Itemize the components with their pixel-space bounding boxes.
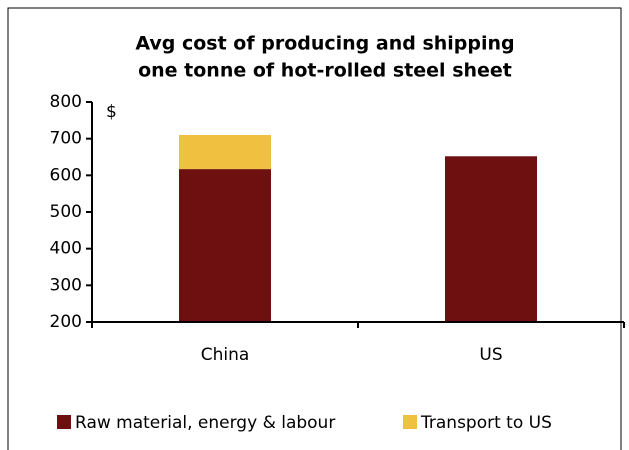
legend-swatch	[57, 415, 71, 429]
y-tick-label: 200	[50, 312, 82, 332]
legend-swatch	[403, 415, 417, 429]
y-tick-label: 500	[50, 202, 82, 222]
y-unit: $	[106, 102, 117, 122]
y-tick-label: 300	[50, 275, 82, 295]
y-tick-label: 800	[50, 92, 82, 112]
bar-segment	[179, 169, 271, 322]
legend-label: Raw material, energy & labour	[75, 413, 335, 433]
bar-segment	[179, 135, 271, 170]
chart-title: Avg cost of producing and shipping	[135, 33, 514, 55]
legend-label: Transport to US	[420, 413, 552, 433]
chart-title: one tonne of hot-rolled steel sheet	[138, 60, 512, 82]
y-tick-label: 700	[50, 129, 82, 149]
bar-segment	[445, 156, 537, 322]
y-tick-label: 400	[50, 239, 82, 259]
x-tick-label: US	[479, 345, 502, 365]
x-tick-label: China	[201, 345, 250, 365]
y-tick-label: 600	[50, 165, 82, 185]
frame	[7, 7, 622, 450]
